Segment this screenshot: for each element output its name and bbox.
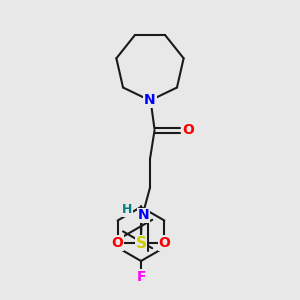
Text: F: F: [136, 270, 146, 283]
Text: O: O: [112, 236, 124, 250]
Text: N: N: [138, 208, 149, 222]
Text: H: H: [122, 203, 133, 216]
Text: O: O: [158, 236, 170, 250]
Text: O: O: [182, 124, 194, 137]
Text: N: N: [144, 94, 156, 107]
Text: S: S: [136, 236, 146, 250]
